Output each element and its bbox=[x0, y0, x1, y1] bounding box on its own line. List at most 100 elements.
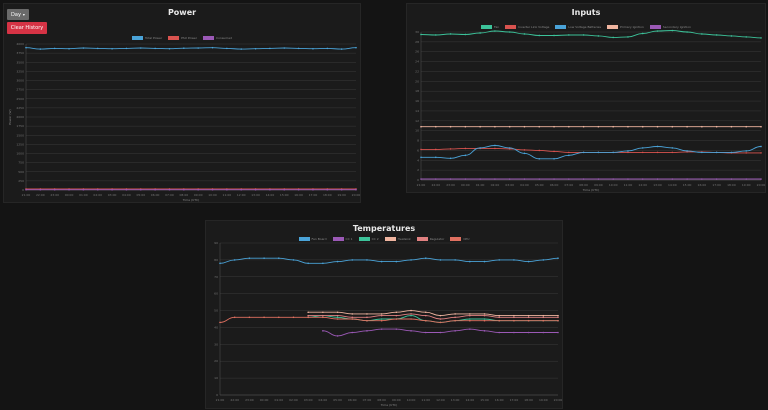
x-tick-label: 18:00 bbox=[524, 398, 533, 402]
data-point bbox=[395, 314, 398, 317]
data-point bbox=[420, 178, 422, 180]
data-point bbox=[671, 147, 674, 149]
data-point bbox=[336, 311, 339, 314]
y-tick-label: 20 bbox=[415, 79, 419, 83]
data-point bbox=[96, 188, 99, 191]
x-tick-label: 00:00 bbox=[65, 193, 74, 197]
x-tick-label: 06:00 bbox=[550, 183, 559, 187]
data-point bbox=[542, 331, 545, 334]
data-point bbox=[686, 178, 688, 180]
legend-label: Heatsink bbox=[397, 237, 411, 241]
y-tick-label: 2 bbox=[417, 168, 419, 172]
data-point bbox=[612, 151, 614, 154]
legend-swatch bbox=[481, 25, 492, 29]
x-tick-label: 12:00 bbox=[638, 183, 647, 187]
legend-swatch bbox=[607, 25, 619, 29]
data-point bbox=[715, 34, 718, 36]
series-line bbox=[420, 30, 762, 39]
data-point bbox=[745, 178, 748, 180]
legend-item[interactable]: Consumed bbox=[203, 36, 232, 40]
legend-item[interactable]: Heatsink bbox=[384, 237, 411, 241]
x-tick-label: 01:00 bbox=[476, 183, 485, 187]
legend-swatch bbox=[168, 36, 180, 40]
data-point bbox=[183, 188, 185, 191]
data-point bbox=[730, 178, 733, 180]
legend-item[interactable]: CC 2 bbox=[358, 237, 379, 241]
legend-item[interactable]: Total Power bbox=[132, 36, 162, 40]
legend-item[interactable]: Secondary Ignition bbox=[649, 25, 691, 29]
data-point bbox=[494, 147, 496, 150]
y-tick-label: 80 bbox=[214, 258, 218, 262]
x-tick-label: 04:00 bbox=[520, 183, 529, 187]
data-point bbox=[424, 331, 427, 334]
x-tick-label: 14:00 bbox=[465, 398, 474, 402]
data-point bbox=[307, 262, 309, 265]
data-point bbox=[410, 314, 412, 317]
data-point bbox=[464, 154, 467, 157]
data-point bbox=[25, 46, 27, 49]
legend-swatch bbox=[450, 237, 462, 241]
data-point bbox=[498, 314, 501, 317]
x-tick-label: 08:00 bbox=[377, 398, 386, 402]
clear-history-button[interactable]: Clear History bbox=[7, 22, 47, 34]
legend-item[interactable]: PSU Power bbox=[168, 36, 197, 40]
legend-item[interactable]: CPU bbox=[450, 237, 469, 241]
data-point bbox=[582, 151, 585, 154]
data-point bbox=[730, 125, 733, 128]
data-point bbox=[513, 314, 515, 317]
data-point bbox=[568, 178, 570, 180]
data-point bbox=[449, 178, 452, 180]
legend-item[interactable]: CC 1 bbox=[332, 237, 353, 241]
data-point bbox=[125, 47, 128, 50]
data-point bbox=[312, 188, 314, 191]
data-point bbox=[111, 188, 113, 191]
y-tick-label: 4 bbox=[417, 158, 419, 162]
data-point bbox=[542, 319, 545, 322]
data-point bbox=[686, 31, 688, 33]
legend-label: Primary Ignition bbox=[620, 25, 644, 29]
data-point bbox=[542, 314, 545, 317]
y-tick-label: 0 bbox=[22, 188, 24, 192]
x-tick-label: 02:00 bbox=[289, 398, 298, 402]
y-tick-label: 14 bbox=[415, 109, 419, 113]
legend-swatch bbox=[358, 237, 370, 241]
legend-swatch bbox=[505, 25, 517, 29]
range-dropdown[interactable]: Day ▾ bbox=[7, 9, 29, 20]
data-point bbox=[111, 47, 113, 50]
data-point bbox=[355, 46, 357, 49]
data-point bbox=[553, 157, 555, 160]
data-point bbox=[627, 125, 629, 128]
data-point bbox=[454, 330, 456, 332]
y-tick-label: 2750 bbox=[16, 88, 24, 92]
x-tick-label: 19:00 bbox=[742, 183, 751, 187]
legend-item[interactable]: Regulator bbox=[416, 237, 444, 241]
legend-item[interactable]: Primary Ignition bbox=[607, 25, 644, 29]
data-point bbox=[612, 178, 614, 180]
y-tick-label: 1000 bbox=[16, 152, 24, 156]
legend-item[interactable]: Fan bbox=[481, 25, 499, 29]
x-tick-label: 00:00 bbox=[461, 183, 470, 187]
data-point bbox=[553, 125, 555, 128]
data-point bbox=[479, 147, 481, 149]
legend-item[interactable]: Low Voltage Batteries bbox=[555, 25, 601, 29]
data-point bbox=[523, 149, 526, 151]
x-tick-label: 05:00 bbox=[333, 398, 342, 402]
data-point bbox=[439, 321, 442, 324]
data-point bbox=[183, 47, 185, 49]
x-tick-label: 08:00 bbox=[579, 183, 588, 187]
data-point bbox=[542, 259, 545, 261]
data-point bbox=[366, 330, 368, 332]
x-axis-label: Time (UTC) bbox=[582, 188, 600, 192]
legend-item[interactable]: Inverter Link Voltage bbox=[505, 25, 549, 29]
data-point bbox=[283, 47, 286, 49]
data-point bbox=[538, 178, 541, 180]
legend-item[interactable]: Fan Board bbox=[298, 237, 327, 241]
x-tick-label: 21:00 bbox=[417, 183, 426, 187]
data-point bbox=[464, 178, 467, 180]
data-point bbox=[240, 48, 243, 50]
y-tick-label: 28 bbox=[415, 40, 419, 44]
x-tick-label: 03:00 bbox=[108, 193, 117, 197]
data-point bbox=[449, 157, 452, 160]
data-point bbox=[469, 328, 471, 330]
data-point bbox=[498, 259, 501, 261]
